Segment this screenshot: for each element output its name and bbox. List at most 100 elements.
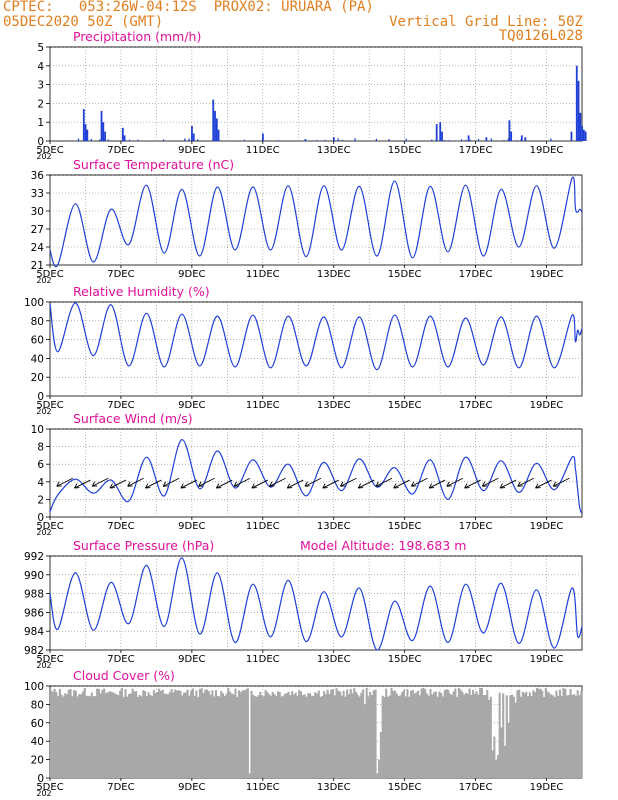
cloud-cover-bar bbox=[250, 690, 253, 778]
cloud-cover-bar bbox=[532, 690, 535, 778]
precip-bar bbox=[212, 99, 215, 141]
panel-frame bbox=[49, 428, 583, 518]
cloud-cover-bar bbox=[355, 691, 358, 778]
cloud-cover-bar bbox=[452, 691, 455, 778]
cloud-cover-bar bbox=[317, 690, 320, 778]
x-tick-year-label: 202 bbox=[36, 661, 51, 670]
cloud-cover-bar bbox=[445, 689, 448, 778]
cloud-cover-bar bbox=[211, 690, 214, 778]
cloud-cover-bar bbox=[94, 696, 97, 778]
precip-bar bbox=[337, 138, 339, 141]
x-tick-label: 15DEC bbox=[388, 654, 422, 665]
wind-arrow-head bbox=[393, 483, 399, 489]
precip-bar bbox=[503, 139, 505, 141]
wind-arrow-head bbox=[552, 481, 559, 487]
wind-arrow bbox=[145, 479, 162, 489]
wind-arrow bbox=[553, 477, 570, 487]
cloud-cover-bar bbox=[245, 689, 248, 778]
cloud-cover-bar bbox=[110, 691, 113, 778]
cloud-cover-bar bbox=[493, 736, 496, 778]
cloud-cover-bar bbox=[331, 689, 335, 778]
cloud-cover-bar bbox=[542, 697, 546, 778]
cloud-cover-bar bbox=[541, 690, 544, 778]
x-tick-label: 5DEC bbox=[36, 521, 63, 532]
cloud-cover-bar bbox=[214, 690, 217, 778]
precip-bar bbox=[100, 110, 103, 141]
cloud-cover-bar bbox=[404, 696, 407, 778]
cloud-cover-bar bbox=[580, 691, 583, 778]
cloud-cover-bar bbox=[115, 694, 118, 778]
cloud-cover-bar bbox=[461, 691, 464, 778]
cloud-cover-bar bbox=[379, 732, 382, 778]
wind-arrow-head bbox=[517, 481, 523, 487]
wind-arrow bbox=[393, 479, 410, 489]
cloud-cover-bar bbox=[207, 691, 210, 778]
x-tick-label: 19DEC bbox=[530, 269, 564, 280]
precip-bar bbox=[524, 137, 527, 141]
precip-bar bbox=[324, 139, 326, 141]
cloud-cover-bar bbox=[112, 692, 115, 778]
cloud-cover-bar bbox=[323, 691, 326, 778]
cloud-cover-bar bbox=[351, 693, 354, 778]
cloud-cover-bar bbox=[546, 691, 549, 778]
precip-bar bbox=[215, 118, 218, 141]
cloud-cover-bar bbox=[553, 697, 556, 778]
cloud-cover-bar bbox=[183, 692, 186, 778]
cloud-cover-bar bbox=[200, 688, 203, 778]
y-tick-label: 5 bbox=[37, 42, 44, 54]
cloud-cover-bar bbox=[450, 694, 453, 778]
cloud-cover-bar bbox=[310, 695, 313, 778]
x-tick-label: 15DEC bbox=[388, 145, 422, 156]
wind-arrow bbox=[216, 479, 233, 489]
y-tick-label: 982 bbox=[24, 645, 44, 657]
cloud-cover-bar bbox=[220, 690, 223, 778]
cloud-cover-bar bbox=[551, 695, 554, 778]
cloud-cover-bar bbox=[558, 689, 562, 778]
wind-arrow bbox=[109, 479, 127, 489]
x-tick-label: 13DEC bbox=[317, 521, 351, 532]
cloud-cover-bar bbox=[269, 695, 272, 778]
cloud-cover-bar bbox=[466, 693, 469, 778]
cloud-cover-bar bbox=[174, 689, 177, 778]
precip-bar bbox=[441, 131, 443, 141]
y-tick-label: 990 bbox=[24, 570, 44, 582]
panel-title: Precipitation (mm/h) bbox=[73, 29, 201, 44]
x-tick-label: 15DEC bbox=[388, 521, 422, 532]
cloud-cover-bar bbox=[438, 691, 441, 778]
cloud-cover-bar bbox=[190, 690, 193, 778]
x-tick-label: 17DEC bbox=[459, 269, 493, 280]
cloud-cover-bar bbox=[234, 688, 237, 778]
cloud-cover-bar bbox=[519, 696, 523, 778]
y-tick-label: 80 bbox=[31, 699, 44, 711]
cloud-cover-bar bbox=[154, 692, 157, 778]
cloud-cover-bar bbox=[576, 690, 579, 778]
cloud-cover-bar bbox=[255, 696, 258, 778]
cloud-cover-bar bbox=[574, 695, 577, 778]
wind-arrow-head bbox=[251, 483, 257, 489]
precip-bar bbox=[304, 139, 307, 141]
precip-bar bbox=[477, 138, 480, 141]
cloud-cover-bar bbox=[420, 688, 423, 778]
wind-arrow-head bbox=[215, 483, 222, 489]
cloud-cover-bar bbox=[225, 693, 228, 778]
x-tick-year-label: 202 bbox=[36, 528, 51, 537]
precip-bar bbox=[520, 135, 523, 141]
cloud-cover-bar bbox=[429, 688, 432, 778]
cloud-cover-bar bbox=[135, 690, 138, 778]
x-tick-label: 19DEC bbox=[530, 654, 564, 665]
cloud-cover-bar bbox=[237, 690, 241, 778]
y-tick-label: 992 bbox=[24, 551, 44, 563]
wind-arrow bbox=[322, 479, 339, 489]
cloud-cover-bar bbox=[165, 693, 168, 778]
cloud-cover-bar bbox=[431, 694, 434, 778]
precip-bar bbox=[104, 131, 106, 141]
precip-bar bbox=[448, 140, 450, 141]
cloud-cover-bar bbox=[514, 702, 517, 778]
cloud-cover-bar bbox=[145, 696, 148, 778]
wind-arrow bbox=[464, 479, 481, 489]
precip-bar bbox=[82, 109, 85, 141]
cloud-cover-bar bbox=[454, 688, 457, 778]
cloud-cover-bar bbox=[181, 695, 184, 778]
x-tick-label: 19DEC bbox=[530, 145, 564, 156]
cloud-cover-bar bbox=[74, 690, 77, 778]
